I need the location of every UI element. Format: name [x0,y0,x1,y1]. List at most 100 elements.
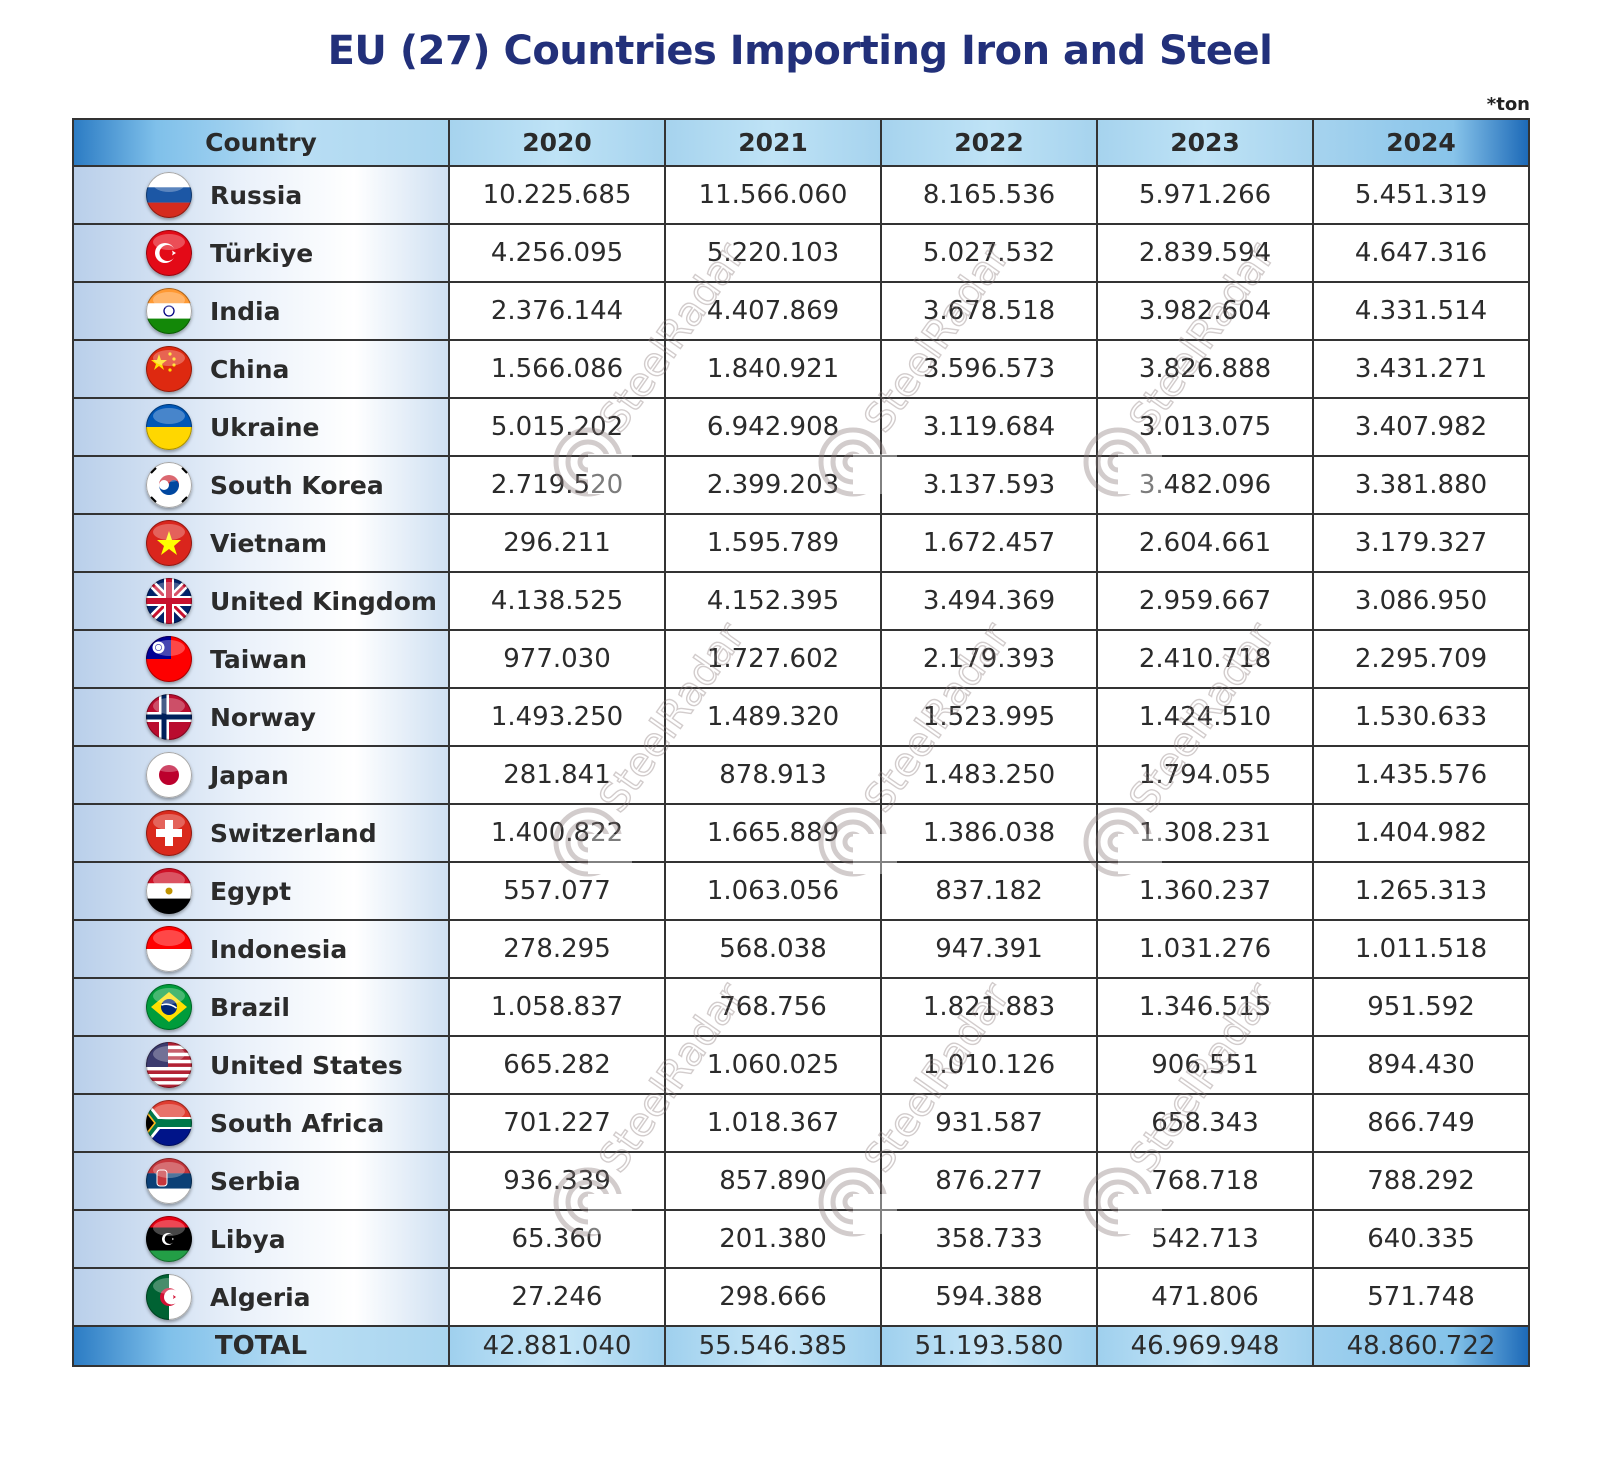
table-row: United States 665.282 1.060.025 1.010.126 90… [72,1035,1530,1095]
value-cell: 1.530.633 [1312,687,1530,747]
country-cell: Egypt [72,861,450,921]
value-cell: 568.038 [664,919,882,979]
country-cell: China [72,339,450,399]
value-cell: 3.407.982 [1312,397,1530,457]
country-cell-content: Japan [74,747,448,803]
table-row: Libya 65.360 201.380 358.733 542.713 640.335 [72,1209,1530,1269]
value-cell: 1.063.056 [664,861,882,921]
value-cell: 2.295.709 [1312,629,1530,689]
value-cell: 3.482.096 [1096,455,1314,515]
value-cell: 65.360 [448,1209,666,1269]
value-cell: 3.086.950 [1312,571,1530,631]
value-cell: 1.840.921 [664,339,882,399]
value-cell: 1.821.883 [880,977,1098,1037]
value-cell: 542.713 [1096,1209,1314,1269]
country-cell: Algeria [72,1267,450,1327]
header-year: 2024 [1312,118,1530,167]
country-cell-content: Indonesia [74,921,448,977]
value-cell: 947.391 [880,919,1098,979]
country-name: United Kingdom [210,586,437,616]
value-cell: 557.077 [448,861,666,921]
table-row: Vietnam 296.211 1.595.789 1.672.457 2.604.66… [72,513,1530,573]
brazil-flag [146,984,192,1030]
value-cell: 5.027.532 [880,223,1098,283]
country-name: Russia [210,180,303,210]
header-year: 2020 [448,118,666,167]
country-name: Ukraine [210,412,320,442]
country-cell-content: Libya [74,1211,448,1267]
country-cell: Indonesia [72,919,450,979]
country-cell-content: Switzerland [74,805,448,861]
total-value: 46.969.948 [1096,1325,1314,1367]
country-cell-content: Algeria [74,1269,448,1325]
import-table: Country 2020 2021 2022 2023 2024 Russia 1… [72,118,1530,1367]
country-cell-content: Egypt [74,863,448,919]
value-cell: 5.451.319 [1312,165,1530,225]
country-cell-content: Serbia [74,1153,448,1209]
value-cell: 10.225.685 [448,165,666,225]
value-cell: 1.404.982 [1312,803,1530,863]
unit-note: *ton [1486,94,1530,115]
table-row: Switzerland 1.400.822 1.665.889 1.386.038 1.… [72,803,1530,863]
country-cell: United Kingdom [72,571,450,631]
value-cell: 6.942.908 [664,397,882,457]
value-cell: 1.360.237 [1096,861,1314,921]
south-korea-flag [146,462,192,508]
value-cell: 1.435.576 [1312,745,1530,805]
value-cell: 1.424.510 [1096,687,1314,747]
value-cell: 1.489.320 [664,687,882,747]
value-cell: 837.182 [880,861,1098,921]
value-cell: 2.376.144 [448,281,666,341]
value-cell: 977.030 [448,629,666,689]
south-africa-flag [146,1100,192,1146]
table-row: India 2.376.144 4.407.869 3.678.518 3.982.60… [72,281,1530,341]
value-cell: 665.282 [448,1035,666,1095]
value-cell: 5.971.266 [1096,165,1314,225]
value-cell: 4.647.316 [1312,223,1530,283]
country-cell-content: Vietnam [74,515,448,571]
value-cell: 1.018.367 [664,1093,882,1153]
header-country: Country [72,118,450,167]
value-cell: 906.551 [1096,1035,1314,1095]
value-cell: 2.959.667 [1096,571,1314,631]
total-value: 51.193.580 [880,1325,1098,1367]
value-cell: 640.335 [1312,1209,1530,1269]
country-cell: India [72,281,450,341]
value-cell: 768.718 [1096,1151,1314,1211]
country-cell: Brazil [72,977,450,1037]
country-cell: South Africa [72,1093,450,1153]
value-cell: 894.430 [1312,1035,1530,1095]
value-cell: 298.666 [664,1267,882,1327]
value-cell: 1.794.055 [1096,745,1314,805]
table-row: China 1.566.086 1.840.921 3.596.573 3.826.88… [72,339,1530,399]
total-value: 42.881.040 [448,1325,666,1367]
algeria-flag [146,1274,192,1320]
indonesia-flag [146,926,192,972]
country-cell-content: Brazil [74,979,448,1035]
value-cell: 1.523.995 [880,687,1098,747]
table-row: Serbia 936.339 857.890 876.277 768.718 788.29… [72,1151,1530,1211]
table-row: Algeria 27.246 298.666 594.388 471.806 571.74… [72,1267,1530,1327]
country-cell-content: India [74,283,448,339]
table-row: Russia 10.225.685 11.566.060 8.165.536 5.971… [72,165,1530,225]
country-name: China [210,354,290,384]
value-cell: 3.013.075 [1096,397,1314,457]
table-row: Türkiye 4.256.095 5.220.103 5.027.532 2.839.… [72,223,1530,283]
country-name: Vietnam [210,528,328,558]
united-states-flag [146,1042,192,1088]
value-cell: 4.138.525 [448,571,666,631]
country-cell-content: Taiwan [74,631,448,687]
country-cell-content: Ukraine [74,399,448,455]
taiwan-flag [146,636,192,682]
country-cell-content: South Africa [74,1095,448,1151]
value-cell: 857.890 [664,1151,882,1211]
serbia-flag [146,1158,192,1204]
value-cell: 1.595.789 [664,513,882,573]
value-cell: 4.407.869 [664,281,882,341]
value-cell: 3.137.593 [880,455,1098,515]
value-cell: 3.596.573 [880,339,1098,399]
value-cell: 278.295 [448,919,666,979]
total-value: 48.860.722 [1312,1325,1530,1367]
value-cell: 1.727.602 [664,629,882,689]
value-cell: 3.381.880 [1312,455,1530,515]
